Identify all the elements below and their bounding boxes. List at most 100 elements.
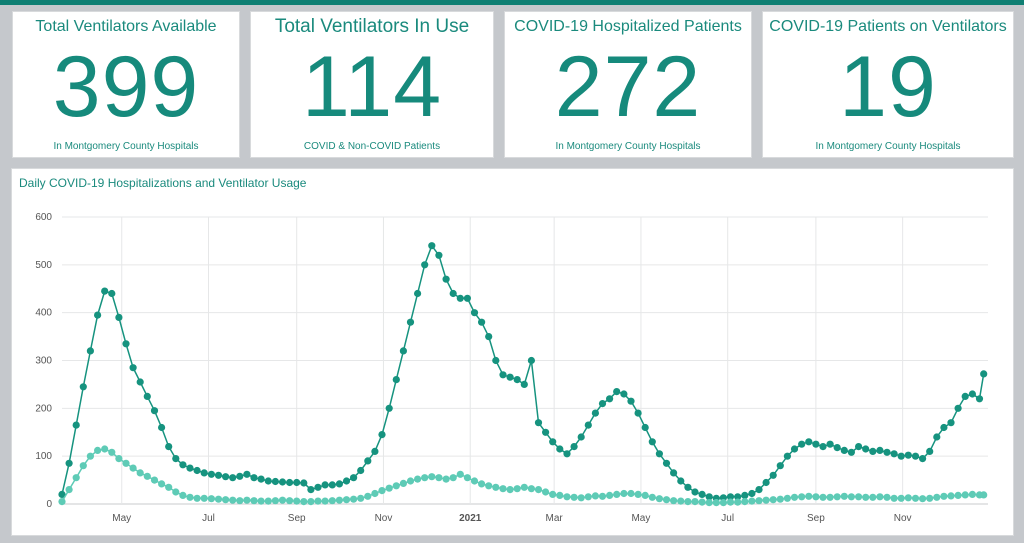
data-point xyxy=(364,457,372,465)
data-point xyxy=(406,477,415,485)
data-point xyxy=(129,464,137,472)
data-point xyxy=(250,497,258,505)
data-point xyxy=(165,483,173,491)
data-point xyxy=(883,493,891,501)
data-point xyxy=(207,495,215,503)
data-point xyxy=(790,445,799,453)
y-tick-label: 200 xyxy=(35,403,52,414)
data-point xyxy=(158,480,166,488)
x-tick-label: Jul xyxy=(721,513,734,524)
kpi-subtitle: In Montgomery County Hospitals xyxy=(815,141,961,152)
data-point xyxy=(463,474,471,482)
data-point xyxy=(435,251,443,259)
data-point xyxy=(399,347,407,355)
data-point xyxy=(847,493,856,501)
data-point xyxy=(456,294,464,302)
data-point xyxy=(179,461,187,469)
data-point xyxy=(812,440,820,448)
data-point xyxy=(762,478,770,487)
data-point xyxy=(122,459,130,467)
data-point xyxy=(606,491,614,499)
data-point xyxy=(179,491,187,499)
data-point xyxy=(904,494,912,502)
data-point xyxy=(449,474,457,482)
data-point xyxy=(357,466,365,475)
data-point xyxy=(314,497,322,505)
data-point xyxy=(499,485,507,493)
data-point xyxy=(485,333,493,341)
data-point xyxy=(385,404,393,412)
data-point xyxy=(257,475,265,483)
data-point xyxy=(378,487,386,495)
data-point xyxy=(968,490,977,498)
data-point xyxy=(534,419,543,427)
data-point xyxy=(719,499,728,507)
data-point xyxy=(214,495,223,503)
data-point xyxy=(150,407,159,415)
kpi-card-ventilators-in-use: Total Ventilators In Use 114 COVID & Non… xyxy=(250,11,494,158)
x-tick-label: Jul xyxy=(202,513,215,524)
data-point xyxy=(335,496,343,504)
data-point xyxy=(662,459,671,467)
data-point xyxy=(150,476,159,484)
data-point xyxy=(641,491,649,499)
data-point xyxy=(691,498,699,506)
data-point xyxy=(940,492,948,500)
data-point xyxy=(855,443,863,451)
x-tick-label: Mar xyxy=(546,513,564,524)
data-point xyxy=(726,498,735,506)
data-point xyxy=(698,498,706,506)
data-point xyxy=(79,462,87,470)
data-point xyxy=(563,450,571,458)
data-point xyxy=(819,443,827,451)
data-point xyxy=(975,395,984,403)
kpi-value: 272 xyxy=(554,39,702,135)
y-tick-label: 400 xyxy=(35,308,52,319)
data-point xyxy=(236,497,244,505)
data-point xyxy=(186,464,194,472)
data-point xyxy=(165,443,173,451)
line-chart[interactable]: 0 100 200 300 400 500 600 May Jul Sep Nov 2021 Mar Ma… xyxy=(12,169,1013,535)
data-point xyxy=(890,450,898,458)
kpi-card-hospitalized-patients: COVID-19 Hospitalized Patients 272 In Mo… xyxy=(504,11,752,158)
data-point xyxy=(271,477,279,486)
data-point xyxy=(648,438,656,446)
data-point xyxy=(705,499,713,507)
y-tick-label: 0 xyxy=(46,499,52,510)
data-point xyxy=(86,347,94,355)
data-point xyxy=(584,421,592,429)
data-point xyxy=(790,493,799,501)
data-point xyxy=(520,380,528,388)
data-point xyxy=(563,493,571,501)
data-point xyxy=(421,474,429,482)
data-point xyxy=(677,497,685,505)
data-point xyxy=(58,490,66,498)
data-point xyxy=(812,493,820,501)
y-tick-label: 300 xyxy=(35,356,52,367)
data-point xyxy=(755,497,763,505)
data-point xyxy=(222,473,230,481)
data-point xyxy=(371,489,379,498)
data-point xyxy=(300,498,308,506)
data-point xyxy=(876,446,884,454)
data-point xyxy=(392,376,400,384)
data-point xyxy=(968,390,977,398)
data-point xyxy=(556,491,564,499)
chart-card: Daily COVID-19 Hospitalizations and Vent… xyxy=(11,168,1014,536)
data-point xyxy=(954,404,962,412)
data-point xyxy=(769,471,777,479)
data-point xyxy=(869,493,877,501)
data-point xyxy=(570,443,578,451)
data-point xyxy=(847,448,856,456)
data-point xyxy=(72,474,80,482)
data-point xyxy=(648,493,656,501)
data-point xyxy=(826,440,834,448)
data-point xyxy=(193,466,201,475)
data-point xyxy=(108,289,116,298)
data-point xyxy=(79,383,87,391)
data-point xyxy=(456,470,464,478)
data-point xyxy=(399,479,407,487)
data-point xyxy=(364,492,372,500)
data-point xyxy=(65,459,73,467)
data-point xyxy=(72,421,80,429)
